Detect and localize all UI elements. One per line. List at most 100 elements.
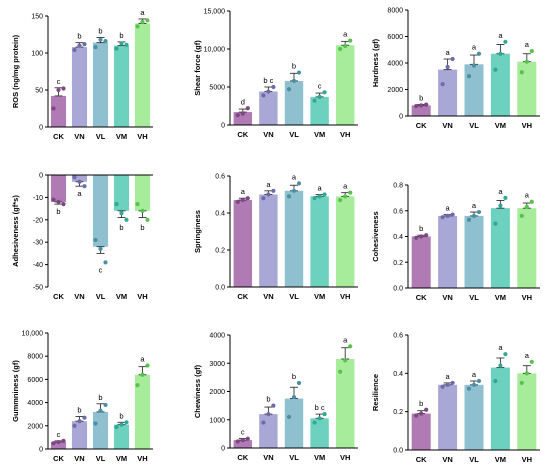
bar-VN — [71, 421, 88, 449]
data-point — [322, 90, 327, 95]
bar-VH — [517, 373, 537, 450]
data-point — [519, 213, 524, 218]
data-point — [235, 199, 240, 204]
data-point — [414, 413, 419, 418]
data-point — [322, 412, 327, 417]
category-label: CK — [53, 292, 64, 301]
data-point — [440, 82, 445, 87]
bar-CK — [411, 105, 431, 116]
category-label: VL — [469, 121, 479, 130]
y-axis-title: Springiness — [193, 210, 202, 253]
y-tick-label: 6000 — [387, 34, 403, 41]
significance-letter: a — [498, 343, 503, 352]
category-label: VN — [74, 132, 84, 141]
data-point — [114, 424, 119, 430]
data-point — [56, 87, 61, 93]
data-point — [114, 202, 119, 207]
chart-panel-6: 0 2000 4000 6000 8000 10,000 Gummniness (gf) c C… — [11, 331, 153, 463]
bar-VL — [464, 384, 484, 450]
significance-letter: a — [525, 351, 530, 360]
y-tick-label: 100 — [31, 51, 43, 58]
category-label: VH — [522, 455, 532, 464]
y-axis-title: Adhesiveness (gf*s) — [11, 195, 20, 267]
y-tick-label: 0.6 — [393, 333, 403, 340]
data-point — [93, 44, 98, 50]
chart-panel-0: 0 50 100 150 ROS (ng/mg protein) c CK b VN b VL b VM… — [11, 8, 153, 141]
data-point — [140, 19, 145, 25]
data-point — [312, 420, 317, 425]
y-tick-label: 2000 — [209, 389, 225, 396]
data-point — [240, 197, 245, 203]
y-tick-label: -10 — [33, 195, 43, 202]
y-tick-label: 4000 — [27, 400, 43, 407]
bar-VH — [134, 23, 151, 127]
y-tick-label: 10,000 — [204, 47, 226, 54]
data-point — [72, 47, 77, 53]
data-point — [103, 402, 108, 408]
data-point — [343, 43, 348, 49]
bar-VH — [517, 61, 537, 116]
bar-VL — [92, 175, 109, 247]
bar-VL — [464, 64, 484, 116]
data-point — [312, 196, 317, 201]
data-point — [529, 359, 534, 364]
category-label: VN — [263, 130, 273, 139]
y-tick-label: 0.4 — [393, 234, 403, 241]
bar-VN — [71, 47, 88, 127]
data-point — [145, 363, 150, 368]
data-point — [135, 202, 140, 207]
category-label: VN — [442, 121, 452, 130]
y-axis-title: Gummniness (gf) — [11, 360, 20, 422]
significance-letter: a — [343, 182, 348, 191]
significance-letter: c — [318, 81, 322, 90]
category-label: CK — [416, 455, 427, 464]
y-tick-label: 150 — [31, 14, 43, 21]
data-point — [124, 217, 129, 222]
chart-panel-1: 0 5000 10,000 15,000 Shear force (gf) d CK b c V… — [193, 9, 358, 139]
category-label: VH — [340, 292, 350, 301]
significance-letter: b c — [263, 76, 273, 85]
data-point — [414, 103, 419, 109]
data-point — [61, 202, 66, 207]
data-point — [338, 197, 343, 203]
data-point — [440, 215, 445, 220]
category-label: VH — [522, 293, 532, 302]
significance-letter: b — [419, 399, 423, 408]
data-point — [235, 113, 240, 118]
data-point — [291, 78, 297, 84]
data-point — [466, 74, 472, 79]
bar-CK — [50, 442, 67, 449]
category-label: VH — [340, 130, 350, 139]
y-axis-title: Cohesiveness — [371, 211, 380, 261]
data-point — [424, 102, 429, 107]
significance-letter: b — [419, 224, 423, 233]
bar-CK — [50, 95, 67, 127]
category-label: VL — [289, 292, 299, 301]
data-point — [261, 420, 266, 425]
data-point — [493, 221, 498, 226]
data-point — [503, 352, 508, 357]
category-label: CK — [53, 132, 64, 141]
significance-letter: a — [498, 31, 503, 40]
bar-VM — [490, 367, 510, 450]
significance-letter: a — [446, 204, 451, 213]
bar-VH — [517, 208, 537, 288]
data-point — [82, 184, 87, 189]
data-point — [119, 41, 124, 46]
bar-VM — [490, 53, 510, 116]
y-tick-label: 0 — [39, 447, 43, 454]
significance-letter: c — [57, 430, 61, 439]
data-point — [498, 203, 503, 208]
significance-letter: b — [419, 94, 423, 103]
significance-letter: a — [318, 184, 323, 193]
significance-letter: b — [119, 411, 123, 420]
y-tick-label: 2000 — [387, 87, 403, 94]
y-tick-label: 0.2 — [393, 260, 403, 267]
data-point — [271, 188, 276, 193]
bar-VN — [71, 175, 88, 182]
y-tick-label: 4000 — [387, 61, 403, 68]
data-point — [524, 59, 529, 64]
data-point — [466, 386, 472, 391]
y-tick-label: 0.4 — [215, 211, 225, 218]
data-point — [93, 421, 98, 426]
